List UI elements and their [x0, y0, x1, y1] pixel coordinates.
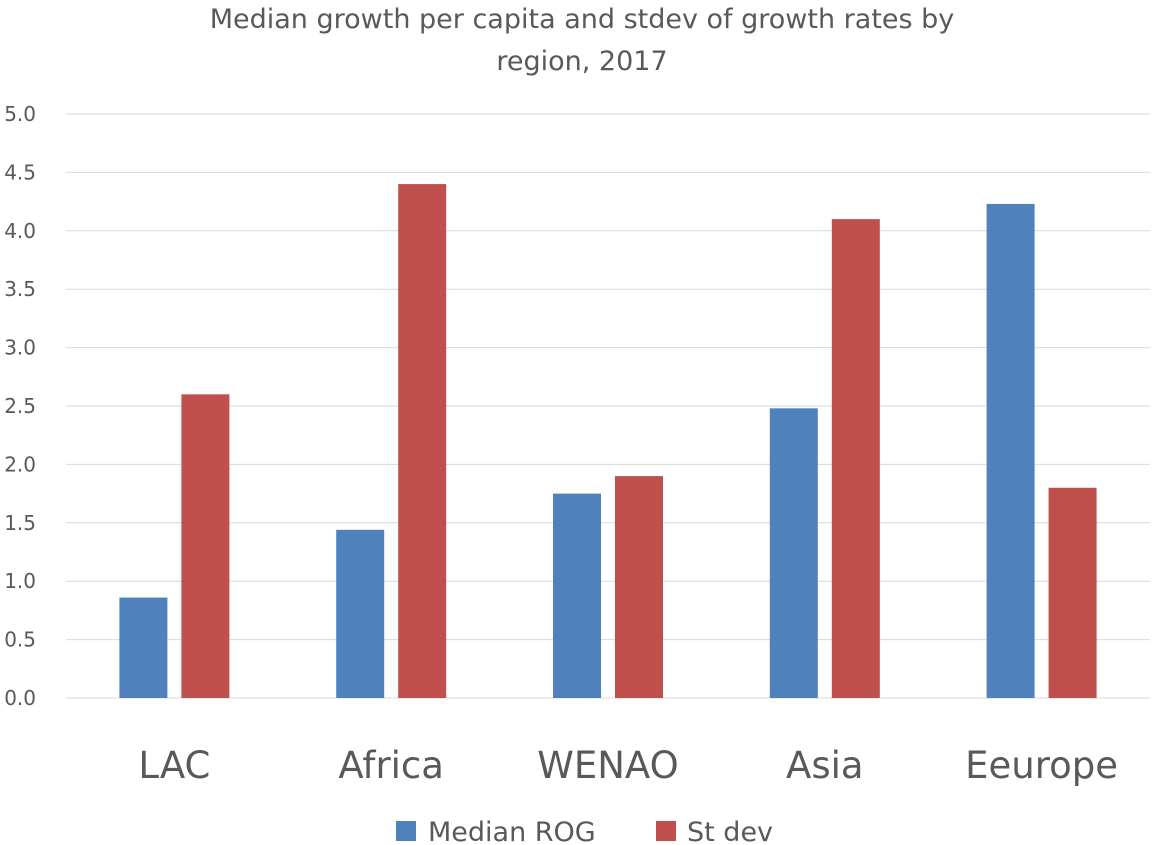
- chart-title-line-1: Median growth per capita and stdev of gr…: [210, 4, 955, 35]
- legend: Median ROG St dev: [396, 817, 773, 845]
- chart-title-line-2: region, 2017: [496, 46, 667, 77]
- bar-st-dev-asia: [831, 219, 880, 698]
- y-tick-label: 2.5: [4, 394, 36, 418]
- y-axis-tick-labels: 0.0 0.5 1.0 1.5 2.0 2.5 3.0 3.5 4.0 4.5 5.0: [4, 102, 36, 710]
- bar-median-rog-eeurope: [986, 203, 1035, 698]
- bar-st-dev-wenao: [615, 476, 663, 698]
- bars: [119, 184, 1097, 698]
- x-axis-tick-labels: LAC Africa WENAO Asia Eeurope: [138, 744, 1118, 787]
- legend-swatch: [396, 821, 416, 841]
- y-tick-label: 1.0: [4, 569, 36, 593]
- x-tick-label: Africa: [338, 744, 444, 787]
- x-tick-label: LAC: [138, 744, 210, 787]
- legend-swatch: [656, 821, 676, 841]
- legend-label: Median ROG: [428, 817, 596, 845]
- y-tick-label: 0.5: [4, 628, 36, 652]
- y-tick-label: 4.5: [4, 160, 36, 184]
- bar-st-dev-africa: [398, 184, 447, 698]
- legend-item: Median ROG: [396, 817, 596, 845]
- bar-st-dev-lac: [181, 394, 230, 698]
- y-tick-label: 3.0: [4, 336, 36, 360]
- bar-median-rog-africa: [336, 529, 385, 698]
- y-tick-label: 4.0: [4, 219, 36, 243]
- y-tick-label: 5.0: [4, 102, 36, 126]
- legend-label: St dev: [687, 817, 773, 845]
- gridlines: [66, 113, 1150, 699]
- y-tick-label: 3.5: [4, 277, 36, 301]
- y-tick-label: 1.5: [4, 511, 36, 535]
- bar-median-rog-lac: [119, 597, 168, 698]
- x-tick-label: Asia: [786, 744, 864, 787]
- y-tick-label: 0.0: [4, 686, 36, 710]
- y-tick-label: 2.0: [4, 452, 36, 476]
- bar-median-rog-asia: [769, 408, 818, 698]
- x-tick-label: Eeurope: [965, 744, 1118, 787]
- bar-st-dev-eeurope: [1048, 487, 1097, 698]
- x-tick-label: WENAO: [537, 744, 678, 787]
- legend-item: St dev: [656, 817, 773, 845]
- bar-median-rog-wenao: [553, 493, 601, 698]
- chart-title: Median growth per capita and stdev of gr…: [210, 4, 955, 77]
